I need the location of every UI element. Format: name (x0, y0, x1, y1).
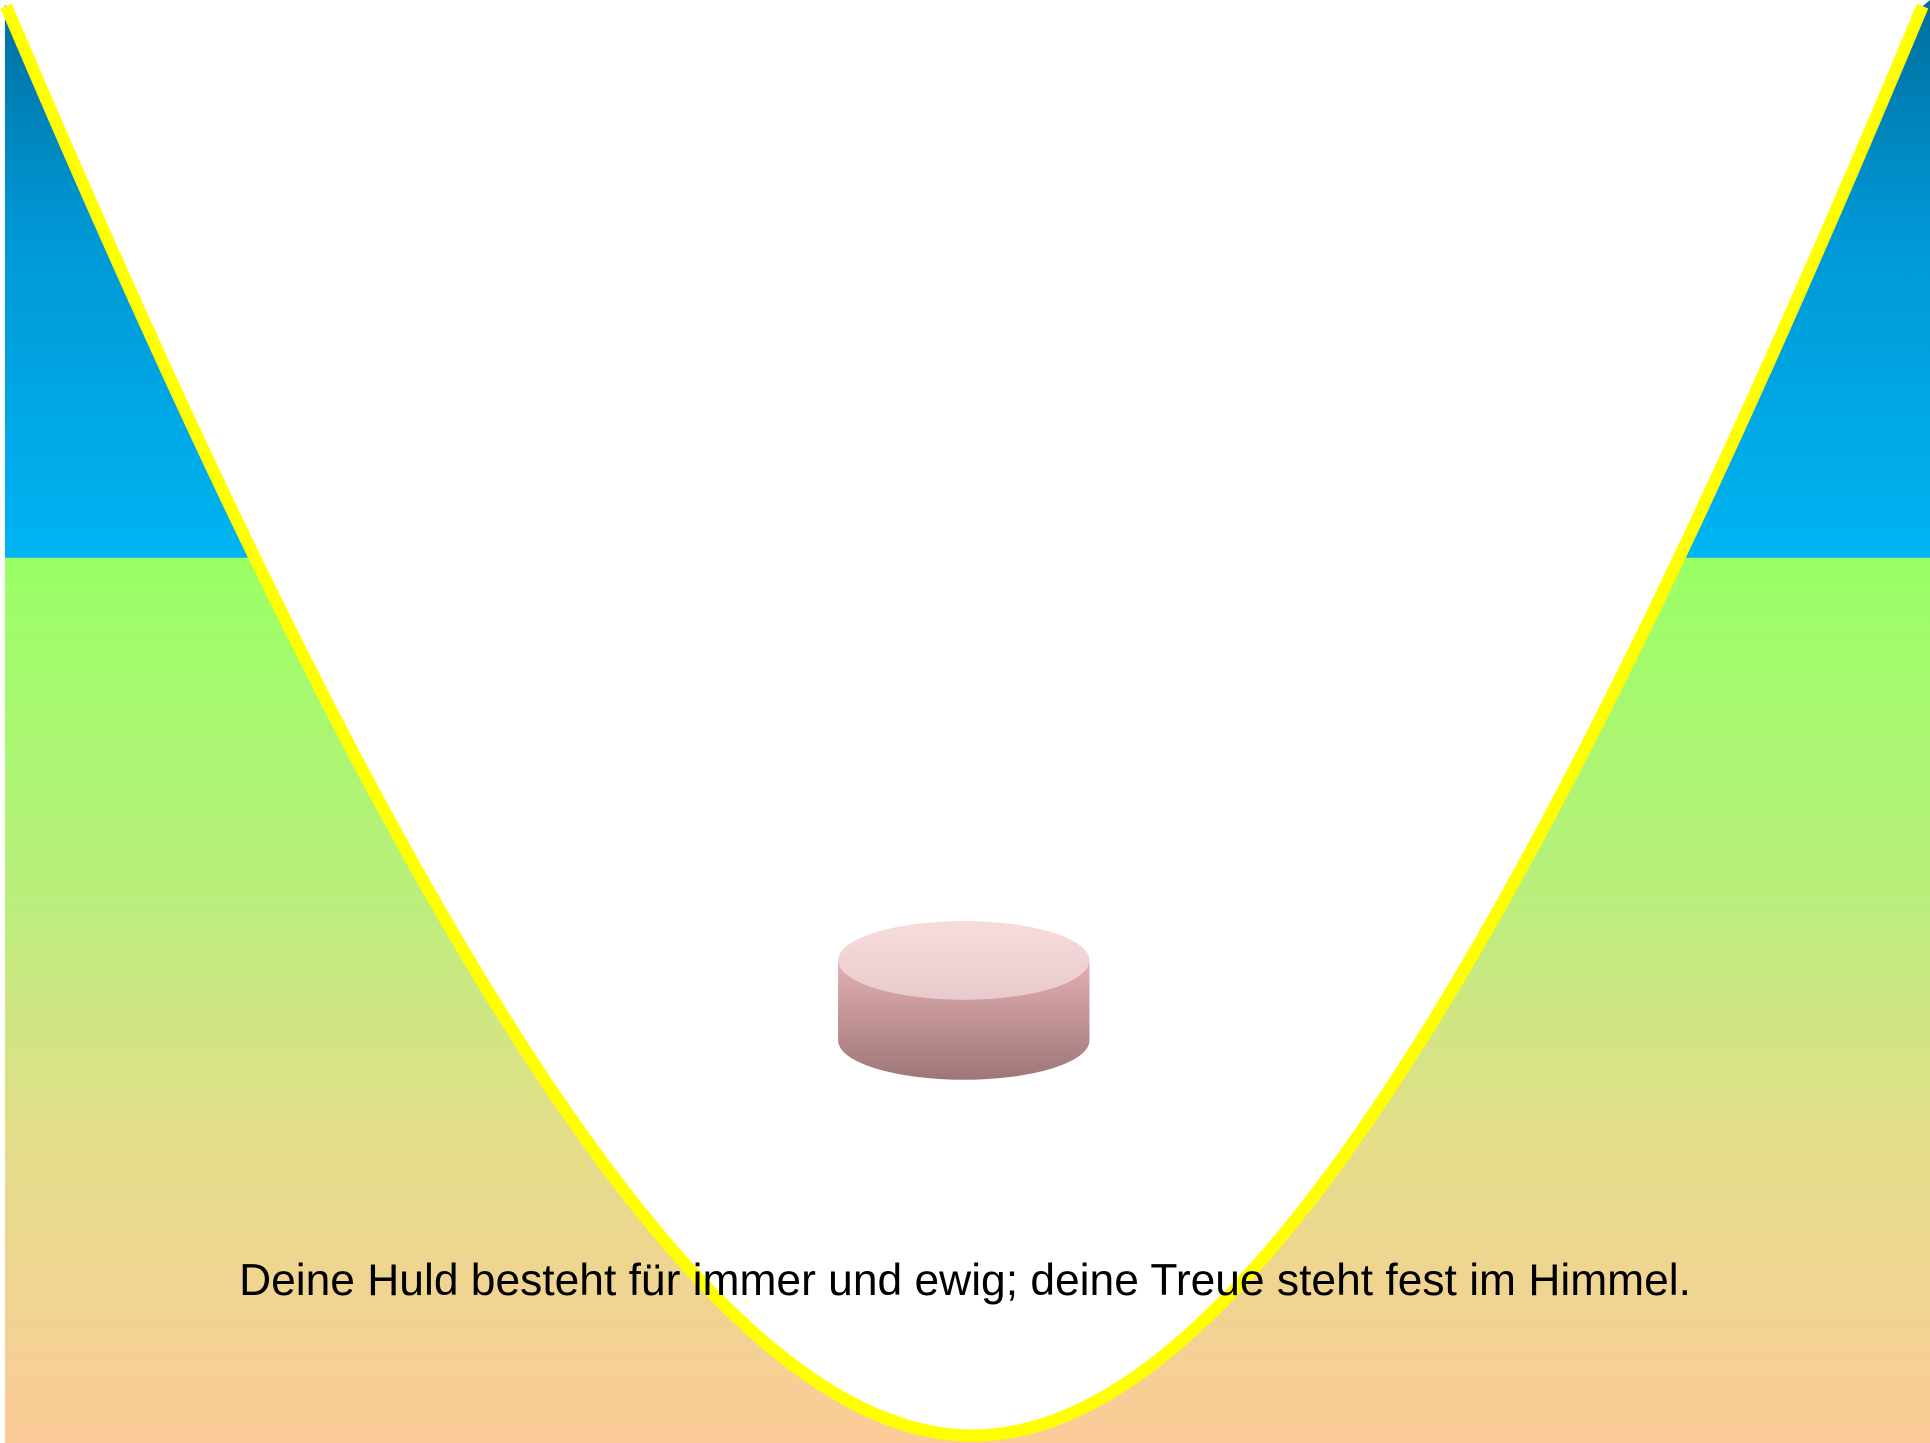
page: {"slide": {"caption": "Deine Huld besteh… (0, 0, 1930, 1443)
slide: Deine Huld besteht für immer und ewig; d… (0, 0, 1930, 1443)
caption: Deine Huld besteht für immer und ewig; d… (239, 1256, 1691, 1305)
cylinder-top (838, 921, 1089, 1000)
cylinder (838, 921, 1089, 1080)
